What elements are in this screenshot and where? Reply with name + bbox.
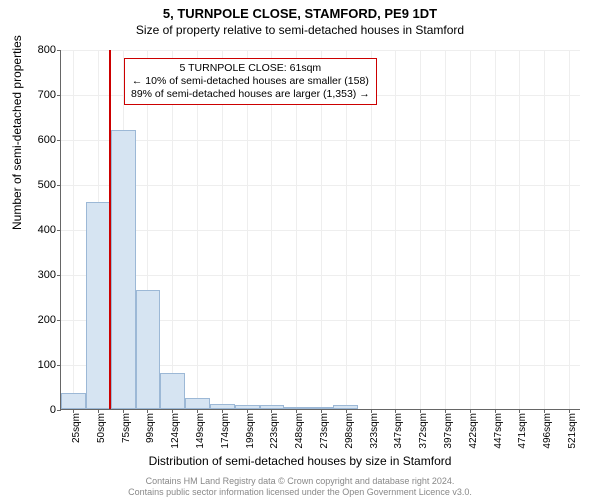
xtick-label: 199sqm [245, 413, 256, 449]
xtick-label: 174sqm [220, 413, 231, 449]
histogram-bar [86, 202, 111, 409]
xtick-label: 273sqm [319, 413, 330, 449]
histogram-bar [160, 373, 185, 409]
gridline-v [445, 50, 446, 409]
histogram-bar [260, 405, 284, 409]
xtick-label: 149sqm [195, 413, 206, 449]
footnote-line1: Contains HM Land Registry data © Crown c… [0, 476, 600, 487]
histogram-bar [333, 405, 358, 410]
ytick-label: 600 [38, 134, 61, 146]
chart-container: 5, TURNPOLE CLOSE, STAMFORD, PE9 1DT Siz… [0, 0, 600, 500]
chart-subtitle: Size of property relative to semi-detach… [0, 21, 600, 37]
xtick-label: 397sqm [443, 413, 454, 449]
xtick-label: 496sqm [542, 413, 553, 449]
xtick-label: 447sqm [493, 413, 504, 449]
gridline-v [395, 50, 396, 409]
footnote-line2: Contains public sector information licen… [0, 487, 600, 498]
xtick-label: 323sqm [369, 413, 380, 449]
xtick-label: 372sqm [418, 413, 429, 449]
histogram-bar [309, 407, 334, 409]
xtick-label: 124sqm [170, 413, 181, 449]
xtick-label: 99sqm [145, 413, 156, 443]
annotation-box: 5 TURNPOLE CLOSE: 61sqm ← 10% of semi-de… [124, 58, 377, 105]
annotation-line3: 89% of semi-detached houses are larger (… [131, 88, 370, 101]
ytick-label: 100 [38, 359, 61, 371]
xtick-label: 471sqm [517, 413, 528, 449]
ytick-label: 0 [50, 404, 61, 416]
plot-area: 010020030040050060070080025sqm50sqm75sqm… [60, 50, 580, 410]
y-axis-label: Number of semi-detached properties [10, 35, 24, 230]
xtick-label: 347sqm [393, 413, 404, 449]
marker-line [109, 50, 111, 409]
ytick-label: 400 [38, 224, 61, 236]
xtick-label: 75sqm [121, 413, 132, 443]
x-axis-label: Distribution of semi-detached houses by … [0, 454, 600, 468]
xtick-label: 422sqm [468, 413, 479, 449]
annotation-line1: 5 TURNPOLE CLOSE: 61sqm [131, 62, 370, 75]
ytick-label: 800 [38, 44, 61, 56]
chart-title: 5, TURNPOLE CLOSE, STAMFORD, PE9 1DT [0, 0, 600, 21]
gridline-v [73, 50, 74, 409]
ytick-label: 500 [38, 179, 61, 191]
histogram-bar [136, 290, 160, 409]
histogram-bar [61, 393, 86, 409]
histogram-bar [210, 404, 235, 409]
gridline-v [470, 50, 471, 409]
histogram-bar [235, 405, 260, 409]
xtick-label: 248sqm [294, 413, 305, 449]
footnote: Contains HM Land Registry data © Crown c… [0, 476, 600, 498]
histogram-bar [111, 130, 136, 409]
gridline-v [544, 50, 545, 409]
ytick-label: 700 [38, 89, 61, 101]
xtick-label: 50sqm [96, 413, 107, 443]
ytick-label: 200 [38, 314, 61, 326]
ytick-label: 300 [38, 269, 61, 281]
xtick-label: 25sqm [71, 413, 82, 443]
xtick-label: 298sqm [344, 413, 355, 449]
xtick-label: 223sqm [269, 413, 280, 449]
gridline-v [519, 50, 520, 409]
histogram-bar [284, 407, 309, 409]
gridline-v [420, 50, 421, 409]
gridline-v [495, 50, 496, 409]
histogram-bar [185, 398, 210, 409]
gridline-v [569, 50, 570, 409]
xtick-label: 521sqm [567, 413, 578, 449]
annotation-line2: ← 10% of semi-detached houses are smalle… [131, 75, 370, 88]
